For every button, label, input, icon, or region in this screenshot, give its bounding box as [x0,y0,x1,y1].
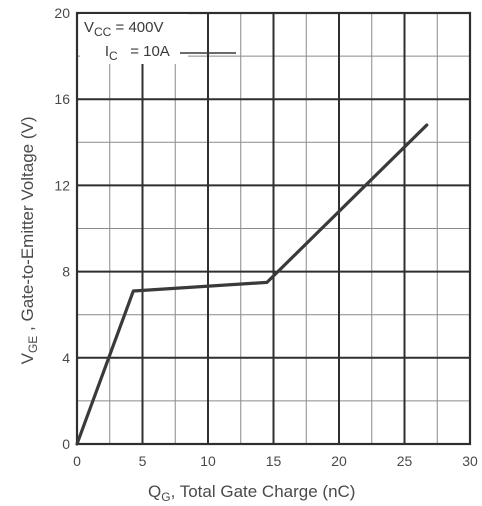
major-grid [77,13,470,444]
plot-frame [75,11,472,446]
x-tick-label: 10 [200,453,216,469]
y-tick-label: 0 [62,436,70,452]
y-axis-label: VGE , Gate-to-Emitter Voltage (V) [18,102,40,388]
series-layer [75,123,429,446]
x-axis-label: QG, Total Gate Charge (nC) [148,482,355,504]
gate-charge-curve [75,123,429,446]
x-tick-label: 0 [73,453,81,469]
x-tick-label: 30 [462,453,478,469]
y-tick-label: 4 [62,350,70,366]
x-tick-label: 5 [139,453,147,469]
y-tick-label: 12 [54,177,70,193]
annotation-ic: IC = 10A [84,43,182,63]
y-tick-label: 8 [62,264,70,280]
y-tick-label: 20 [54,5,70,21]
x-tick-label: 15 [266,453,282,469]
x-tick-labels: 0 5 10 15 20 25 30 [73,453,478,469]
annotation-vcc: VCC = 400V [84,19,164,39]
x-tick-label: 20 [331,453,347,469]
y-tick-label: 16 [54,91,70,107]
annotation-background [80,14,188,64]
x-tick-label: 25 [397,453,413,469]
y-tick-labels: 0 4 8 12 16 20 [54,5,70,452]
